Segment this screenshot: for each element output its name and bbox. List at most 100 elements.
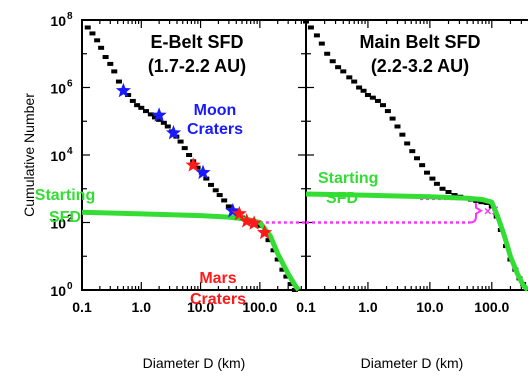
x-tick-label: 100.0 [474,299,509,315]
y-tick-label: 10 [50,13,66,29]
data-point [374,98,381,103]
data-point [84,25,91,30]
series-line [305,191,528,292]
star-marker [246,215,262,230]
data-point [221,198,228,203]
data-point [115,79,122,84]
y-tick-label: 10 [50,216,66,232]
data-point [138,105,145,110]
data-point [283,274,290,279]
data-point [384,109,391,114]
star-marker [239,213,255,228]
star-marker [225,202,241,218]
x-tick-label: 10.0 [187,299,214,315]
annotation-label: SFD [326,190,358,207]
x-tick-label: 1.0 [132,299,152,315]
data-point [409,149,416,154]
annotation-label: Craters [190,291,246,308]
data-point [414,156,421,161]
data-point [445,190,452,195]
star-marker [165,125,182,140]
main-belt-panel: 0.1 1.0 10.0 100.0 Diameter D (km) Main Belt … [296,19,528,371]
y-tick-exponent: 4 [67,146,73,157]
panel-subtitle: (1.7-2.2 AU) [148,56,246,76]
data-point [389,116,396,121]
data-point [329,59,336,64]
x-axis-title: Diameter D (km) [143,355,246,371]
data-point [134,103,141,108]
y-tick-exponent: 2 [67,214,73,225]
x-tick-label: 100.0 [242,299,277,315]
annotation-label: Starting [318,170,378,187]
x-axis-title: Diameter D (km) [361,355,464,371]
data-point [147,112,154,117]
data-point [287,282,294,287]
data-point [279,267,286,272]
y-tick-exponent: 0 [67,281,73,292]
star-marker [231,205,247,221]
data-point [274,257,281,262]
data-point [394,124,401,129]
annotation-label: Starting [35,187,95,204]
data-point [364,92,371,97]
data-point [270,248,277,253]
data-point [225,204,232,209]
star-marker [257,224,273,240]
data-point [360,88,367,93]
y-tick-exponent: 8 [67,11,73,22]
data-point [186,153,193,157]
data-point [98,45,105,50]
y-tick-exponent: 6 [67,79,73,90]
data-point [307,25,314,30]
data-point [318,41,325,46]
y-axis-title: Cumulative Number [21,93,37,217]
data-point [156,117,163,122]
data-point [369,95,376,100]
data-point [203,176,210,181]
data-point [303,19,309,24]
y-tick-label: 10 [50,148,66,164]
data-point [424,170,431,175]
data-point [433,181,440,186]
data-point [208,182,215,187]
annotation-label: Craters [187,121,243,138]
panel-title: E-Belt SFD [150,32,243,52]
star-marker [115,82,131,98]
data-point [419,163,426,168]
series-line [81,209,301,292]
data-point [404,141,411,146]
panel-subtitle: (2.2-3.2 AU) [371,56,469,76]
data-point [439,186,446,191]
data-point [313,33,320,38]
x-tick-label: 0.1 [296,299,316,315]
data-point [129,98,136,103]
data-point [478,200,485,205]
star-marker [185,157,201,172]
data-point [111,69,118,74]
data-point [356,85,363,90]
y-tick-label: 10 [50,81,66,97]
data-point [265,238,272,243]
data-point [346,75,353,80]
data-point [335,65,342,70]
data-point [212,188,219,193]
data-point [107,61,114,66]
data-point [351,79,358,84]
data-point [102,55,109,60]
annotation-label: Moon [194,102,237,119]
annotation-label: Mars [199,270,236,287]
data-point [340,69,347,74]
data-point [429,176,436,181]
star-marker [151,107,167,122]
data-point [451,193,458,198]
data-point [160,120,167,125]
data-point [164,124,171,129]
x-tick-label: 1.0 [358,299,378,315]
y-tick-label: 10 [50,283,66,299]
panel-title: Main Belt SFD [359,32,480,52]
data-point [399,132,406,137]
data-point [181,146,188,151]
data-point [216,193,223,198]
data-point [194,165,201,170]
data-point [151,115,158,120]
